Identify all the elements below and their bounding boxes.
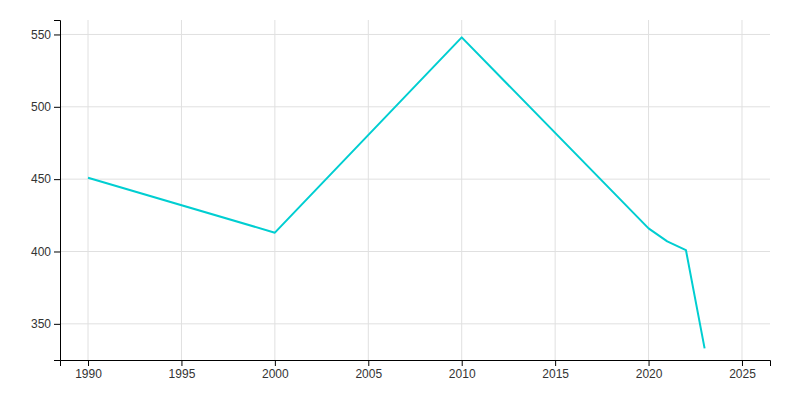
tick-label: 2025 <box>729 367 756 381</box>
tick-label: 450 <box>31 172 51 186</box>
tick-label: 1990 <box>75 367 102 381</box>
tick: 2025 <box>729 360 756 381</box>
tick: 2010 <box>449 360 476 381</box>
tick-mark <box>54 107 60 108</box>
marks <box>88 37 705 348</box>
tick-label: 350 <box>31 317 51 331</box>
grid-line <box>181 20 182 360</box>
tick: 350 <box>31 317 60 331</box>
tick-label: 1995 <box>169 367 196 381</box>
grid-line <box>60 106 770 107</box>
grid-line <box>60 323 770 324</box>
tick: 2015 <box>542 360 569 381</box>
tick-mark <box>54 251 60 252</box>
grid-line <box>60 251 770 252</box>
tick-mark <box>555 360 556 366</box>
grid-line <box>648 20 649 360</box>
tick-label: 550 <box>31 28 51 42</box>
grid-line <box>555 20 556 360</box>
chart: 1990 1995 2000 2005 2010 2015 2020 2025 350 400 45… <box>0 0 800 400</box>
tick-mark <box>181 360 182 366</box>
tick: 2005 <box>355 360 382 381</box>
plot: 1990 1995 2000 2005 2010 2015 2020 2025 350 400 45… <box>31 20 771 381</box>
tick-mark <box>462 360 463 366</box>
grid-line <box>88 20 89 360</box>
line <box>88 37 705 348</box>
tick-label: 2010 <box>449 367 476 381</box>
tick-mark <box>88 360 89 366</box>
tick-label: 2000 <box>262 367 289 381</box>
tick-mark <box>54 34 60 35</box>
tick: 550 <box>31 28 60 42</box>
y-axis: 350 400 450 500 550 <box>31 21 61 361</box>
tick-mark <box>275 360 276 366</box>
tick-label: 2015 <box>542 367 569 381</box>
tick: 500 <box>31 100 60 114</box>
tick-mark <box>54 324 60 325</box>
tick: 2020 <box>636 360 663 381</box>
grid <box>60 20 770 360</box>
tick-label: 2005 <box>355 367 382 381</box>
grid-line <box>461 20 462 360</box>
tick-label: 2020 <box>636 367 663 381</box>
tick-mark <box>368 360 369 366</box>
tick: 450 <box>31 172 60 186</box>
tick-label: 400 <box>31 245 51 259</box>
grid-line <box>368 20 369 360</box>
tick-mark <box>649 360 650 366</box>
tick-label: 500 <box>31 100 51 114</box>
tick: 1995 <box>169 360 196 381</box>
axis-line <box>54 21 61 361</box>
x-axis: 1990 1995 2000 2005 2010 2015 2020 2025 <box>61 360 771 381</box>
grid-line <box>60 34 770 35</box>
tick: 400 <box>31 245 60 259</box>
axis-line <box>61 361 771 367</box>
grid-line <box>741 20 742 360</box>
tick: 1990 <box>75 360 102 381</box>
tick-mark <box>742 360 743 366</box>
tick-mark <box>54 179 60 180</box>
grid-line <box>274 20 275 360</box>
tick: 2000 <box>262 360 289 381</box>
grid-line <box>60 179 770 180</box>
